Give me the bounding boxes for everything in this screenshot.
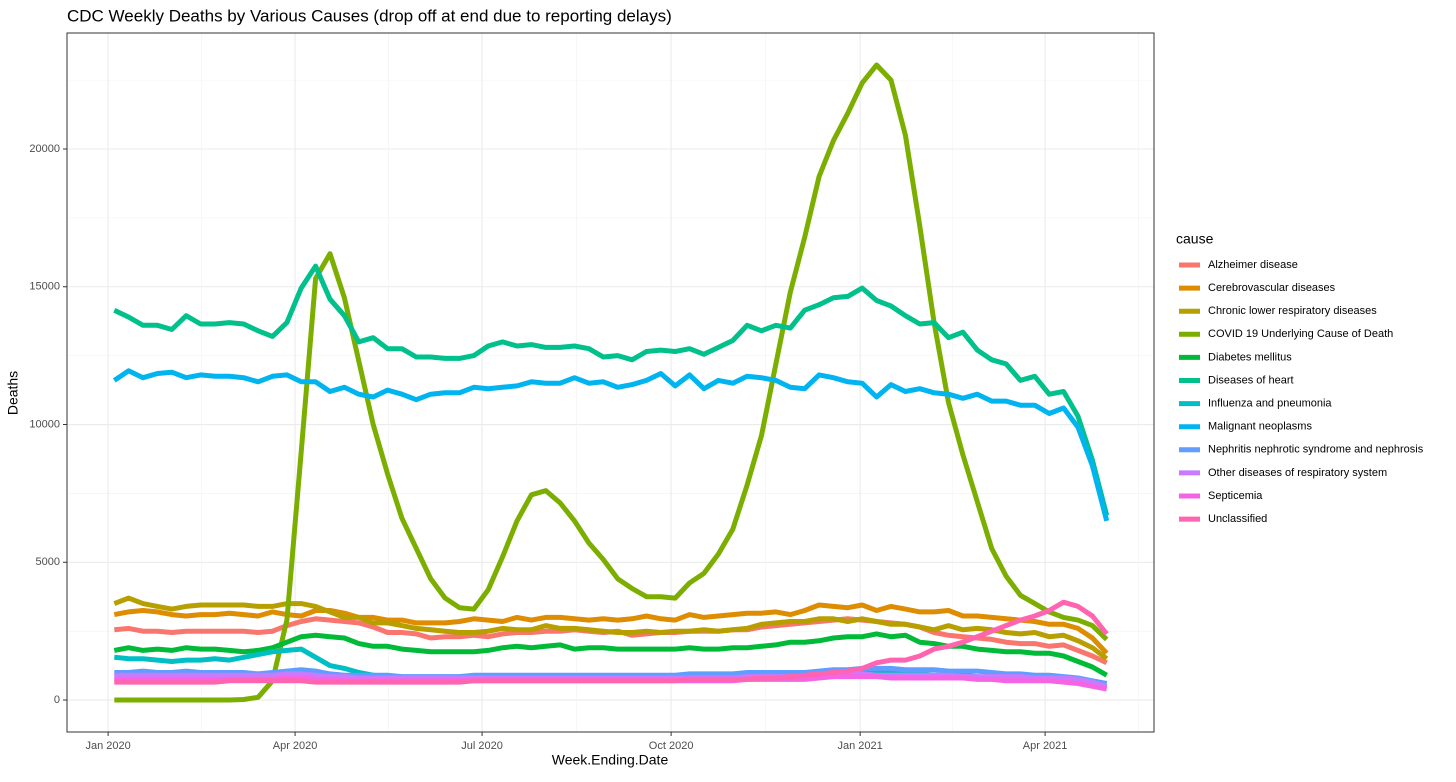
x-tick-label: Jan 2021 [838, 740, 883, 752]
series-line [113, 263, 1110, 517]
x-tick-label: Apr 2021 [1023, 740, 1068, 752]
legend-label: Septicemia [1208, 490, 1263, 502]
legend-label: Nephritis nephrotic syndrome and nephros… [1208, 444, 1424, 456]
panel-border [66, 32, 1155, 733]
y-tick-label: 5000 [36, 556, 60, 568]
series-line [113, 595, 1109, 661]
legend-label: Malignant neoplasms [1208, 421, 1312, 433]
series-line [114, 665, 1108, 686]
legend: Alzheimer disease Cerebrovascular disease… [1179, 259, 1424, 525]
legend-label: Diabetes mellitus [1208, 351, 1292, 363]
y-tick-label: 20000 [29, 143, 60, 155]
series-line [114, 671, 1108, 689]
legend-label: Influenza and pneumonia [1208, 398, 1332, 410]
y-tick-label: 15000 [29, 281, 60, 293]
legend-label: Chronic lower respiratory diseases [1208, 305, 1377, 317]
x-tick-label: Oct 2020 [649, 740, 694, 752]
legend-label: Unclassified [1208, 513, 1267, 525]
series-line [113, 602, 1109, 655]
lines [112, 62, 1110, 703]
legend-label: Other diseases of respiratory system [1208, 467, 1387, 479]
x-tick-label: Jan 2020 [85, 740, 130, 752]
x-tick-label: Apr 2020 [273, 740, 318, 752]
y-tick-label: 0 [54, 694, 60, 706]
y-axis-label: Deaths [5, 371, 21, 415]
series-line [114, 599, 1109, 685]
y-tick-label: 10000 [29, 418, 60, 430]
legend-label: COVID 19 Underlying Cause of Death [1208, 328, 1393, 340]
x-axis-label: Week.Ending.Date [552, 752, 669, 768]
legend-label: Cerebrovascular diseases [1208, 282, 1336, 294]
x-tick-label: Jul 2020 [461, 740, 503, 752]
legend-label: Diseases of heart [1208, 374, 1294, 386]
axes: 0 5000 10000 15000 20000 Jan 2020 Apr 2020 Jul … [29, 143, 1067, 752]
series-line [112, 368, 1110, 522]
series-line [113, 631, 1108, 678]
legend-label: Alzheimer disease [1208, 259, 1298, 271]
legend-title: cause [1176, 231, 1214, 247]
chart-title: CDC Weekly Deaths by Various Causes (dro… [67, 6, 672, 25]
